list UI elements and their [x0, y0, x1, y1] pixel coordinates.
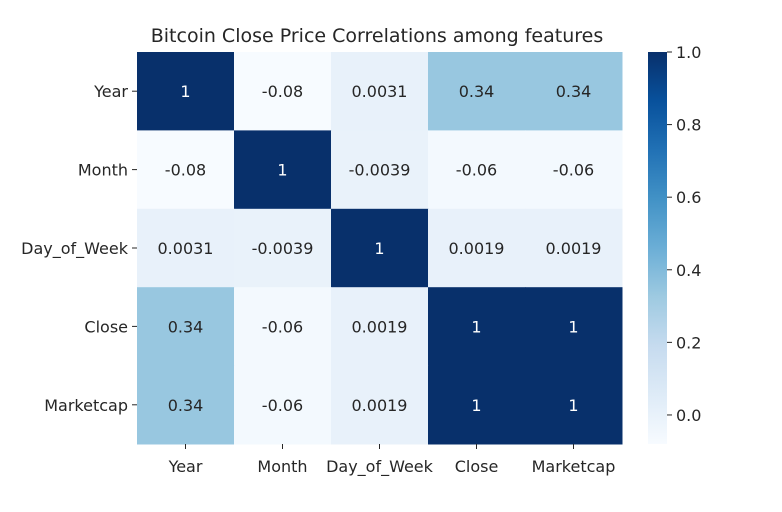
colorbar-tick-label: 0.2	[676, 333, 701, 352]
heatmap-cell	[331, 287, 429, 367]
x-tick-label: Month	[257, 457, 307, 476]
colorbar: 0.0 0.2 0.4 0.6 0.8 1.0	[648, 43, 701, 444]
cell-value-label: 1	[374, 239, 384, 258]
cell-value-label: 1	[471, 317, 481, 336]
heatmap-cell	[234, 208, 332, 288]
heatmap-cell	[331, 130, 429, 210]
chart-title: Bitcoin Close Price Correlations among f…	[151, 25, 604, 47]
heatmap-cell	[428, 52, 526, 131]
heatmap-cell	[331, 52, 429, 131]
heatmap-cell	[137, 208, 235, 288]
cell-value-label: 0.0019	[449, 239, 505, 258]
heatmap-cell	[137, 287, 235, 367]
cell-value-label: 0.34	[168, 317, 204, 336]
cell-value-label: -0.06	[456, 161, 497, 180]
cell-value-label: -0.06	[553, 161, 594, 180]
heatmap-cell	[525, 130, 623, 210]
y-tick-label: Month	[78, 161, 128, 180]
cell-value-label: 1	[568, 317, 578, 336]
cell-value-label: 1	[180, 82, 190, 101]
cell-value-label: 0.0031	[158, 239, 214, 258]
cell-value-label: 0.0019	[352, 396, 408, 415]
x-tick-label: Year	[168, 457, 203, 476]
heatmap-cell	[428, 130, 526, 210]
cell-value-label: 0.34	[556, 82, 592, 101]
cell-value-label: -0.06	[262, 317, 303, 336]
heatmap-cell	[234, 52, 332, 131]
y-tick-label: Year	[93, 82, 128, 101]
heatmap-cell	[525, 52, 623, 131]
cell-value-label: -0.0039	[349, 161, 411, 180]
cell-value-label: -0.08	[165, 161, 206, 180]
cell-value-label: 0.34	[168, 396, 204, 415]
heatmap-cell	[428, 208, 526, 288]
y-tick-label: Close	[84, 317, 128, 336]
x-tick-label: Day_of_Week	[326, 457, 434, 477]
column-labels: Year Month Day_of_Week Close Marketcap	[168, 444, 616, 477]
cell-value-label: 0.34	[459, 82, 495, 101]
cell-value-label: 0.0031	[352, 82, 408, 101]
cell-value-label: 1	[568, 396, 578, 415]
colorbar-tick-label: 0.8	[676, 116, 701, 135]
colorbar-tick-label: 0.4	[676, 261, 701, 280]
heatmap-cell	[234, 365, 332, 445]
heatmap-cell	[137, 130, 235, 210]
colorbar-tick-label: 1.0	[676, 43, 701, 62]
heatmap-cell	[428, 287, 526, 367]
cell-value-label: 1	[277, 161, 287, 180]
heatmap-cell	[525, 365, 623, 445]
y-tick-label: Marketcap	[44, 396, 128, 415]
heatmap-cell	[525, 287, 623, 367]
cell-value-label: -0.06	[262, 396, 303, 415]
heatmap-cell	[137, 52, 235, 131]
heatmap-cell	[137, 365, 235, 445]
heatmap-cell	[331, 208, 429, 288]
cell-value-label: -0.0039	[252, 239, 314, 258]
y-tick-label: Day_of_Week	[21, 239, 129, 259]
colorbar-tick-label: 0.0	[676, 406, 701, 425]
colorbar-bar	[648, 52, 667, 444]
cell-value-label: -0.08	[262, 82, 303, 101]
colorbar-tick-label: 0.6	[676, 188, 701, 207]
heatmap-cells: 1 -0.08 0.0031 0.34 0.34 -0.08 1 -0.0039 -0.06 -0…	[137, 52, 623, 445]
heatmap-cell	[525, 208, 623, 288]
heatmap-cell	[234, 287, 332, 367]
heatmap-cell	[234, 130, 332, 210]
cell-value-label: 0.0019	[352, 317, 408, 336]
heatmap-cell	[428, 365, 526, 445]
row-labels: Year Month Day_of_Week Close Marketcap	[21, 82, 137, 415]
heatmap-cell	[331, 365, 429, 445]
x-tick-label: Close	[455, 457, 499, 476]
cell-value-label: 1	[471, 396, 481, 415]
x-tick-label: Marketcap	[532, 457, 616, 476]
cell-value-label: 0.0019	[546, 239, 602, 258]
